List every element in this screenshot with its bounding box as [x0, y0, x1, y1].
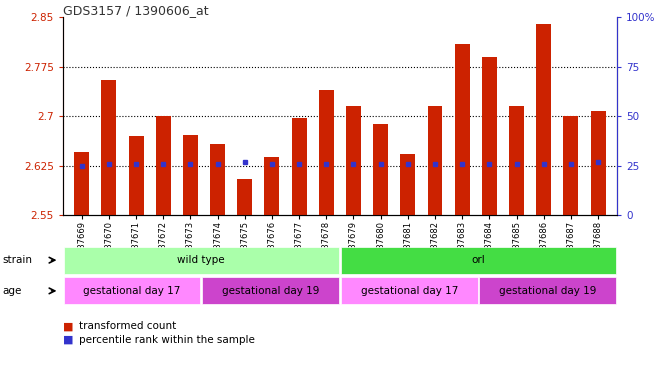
Bar [455, 44, 470, 215]
Text: age: age [2, 286, 21, 296]
Text: transformed count: transformed count [79, 321, 176, 331]
Text: gestational day 17: gestational day 17 [83, 286, 181, 296]
Bar [129, 136, 144, 215]
Bar [536, 24, 551, 215]
Text: orl: orl [472, 255, 485, 265]
Bar [401, 154, 415, 215]
Bar [509, 106, 524, 215]
Text: ■: ■ [63, 335, 77, 345]
Bar [482, 57, 497, 215]
Bar [63, 247, 339, 274]
Bar [346, 106, 361, 215]
Bar [238, 179, 252, 215]
Bar [373, 124, 388, 215]
Bar [319, 90, 334, 215]
Bar [479, 277, 616, 305]
Text: GDS3157 / 1390606_at: GDS3157 / 1390606_at [63, 4, 209, 17]
Text: gestational day 19: gestational day 19 [499, 286, 597, 296]
Text: gestational day 19: gestational day 19 [222, 286, 319, 296]
Bar [591, 111, 606, 215]
Bar [210, 144, 225, 215]
Bar [102, 80, 116, 215]
Text: gestational day 17: gestational day 17 [360, 286, 458, 296]
Bar [202, 277, 339, 305]
Text: strain: strain [2, 255, 32, 265]
Bar [265, 157, 279, 215]
Text: ■: ■ [63, 321, 77, 331]
Bar [341, 277, 478, 305]
Bar [564, 116, 578, 215]
Bar [183, 135, 198, 215]
Text: wild type: wild type [178, 255, 225, 265]
Bar [156, 116, 171, 215]
Bar [63, 277, 201, 305]
Text: percentile rank within the sample: percentile rank within the sample [79, 335, 255, 345]
Bar [74, 152, 89, 215]
Bar [341, 247, 616, 274]
Bar [292, 118, 307, 215]
Bar [428, 106, 442, 215]
